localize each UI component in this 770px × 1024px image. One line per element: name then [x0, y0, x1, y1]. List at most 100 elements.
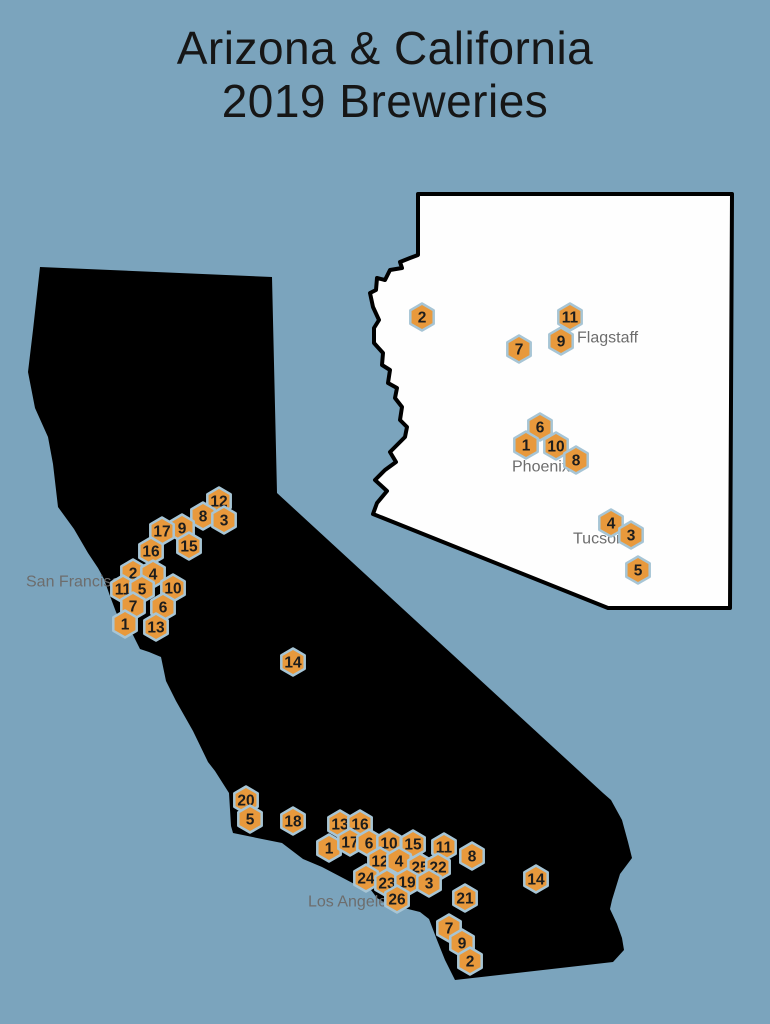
brewery-marker-number: 4	[395, 853, 404, 870]
hexagon-marker-icon	[457, 946, 483, 976]
california-brewery-marker: 26	[384, 884, 410, 914]
brewery-marker-number: 15	[404, 836, 422, 853]
california-brewery-marker: 8	[190, 501, 216, 531]
hexagon-marker-icon	[452, 883, 478, 913]
brewery-marker-number: 3	[220, 512, 229, 529]
page-title-line-1: Arizona & California	[176, 22, 594, 74]
brewery-marker-number: 9	[458, 935, 467, 952]
brewery-marker-number: 5	[138, 581, 147, 598]
brewery-marker-number: 8	[199, 508, 208, 525]
arizona-brewery-marker: 7	[506, 334, 532, 364]
brewery-marker-number: 19	[398, 874, 416, 891]
brewery-marker-number: 17	[341, 834, 358, 851]
california-brewery-marker: 3	[211, 505, 237, 535]
california-brewery-marker: 8	[459, 841, 485, 871]
hexagon-marker-icon	[625, 555, 651, 585]
brewery-marker-number: 8	[468, 848, 477, 865]
california-brewery-marker: 15	[176, 531, 202, 561]
brewery-marker-number: 8	[572, 452, 581, 469]
arizona-brewery-marker: 5	[625, 555, 651, 585]
brewery-marker-number: 15	[180, 538, 198, 555]
hexagon-marker-icon	[557, 302, 583, 332]
brewery-marker-number: 18	[284, 813, 302, 830]
brewery-marker-number: 10	[164, 580, 181, 597]
city-label-flagstaff: Flagstaff	[577, 330, 639, 347]
brewery-marker-number: 26	[388, 891, 406, 908]
hexagon-marker-icon	[190, 501, 216, 531]
hexagon-marker-icon	[143, 612, 169, 642]
california-brewery-marker: 14	[280, 647, 306, 677]
hexagon-marker-icon	[353, 863, 379, 893]
california-brewery-marker: 2	[457, 946, 483, 976]
arizona-brewery-marker: 1	[513, 430, 539, 460]
page-title-line-2: 2019 Breweries	[221, 75, 549, 127]
hexagon-marker-icon	[523, 864, 549, 894]
brewery-marker-number: 4	[149, 566, 158, 583]
hexagon-marker-icon	[280, 806, 306, 836]
hexagon-marker-icon	[459, 841, 485, 871]
brewery-marker-number: 6	[159, 599, 168, 616]
brewery-marker-number: 12	[371, 853, 388, 870]
brewery-marker-number: 7	[445, 920, 454, 937]
california-brewery-marker: 24	[353, 863, 379, 893]
brewery-marker-number: 17	[153, 523, 170, 540]
arizona-brewery-marker: 4	[598, 508, 624, 538]
brewery-marker-number: 13	[147, 619, 165, 636]
hexagon-marker-icon	[280, 647, 306, 677]
hexagon-marker-icon	[384, 884, 410, 914]
brewery-marker-number: 3	[425, 875, 434, 892]
hexagon-marker-icon	[176, 531, 202, 561]
brewery-marker-number: 9	[557, 333, 566, 350]
brewery-marker-number: 16	[142, 543, 160, 560]
brewery-marker-number: 1	[121, 616, 130, 633]
city-label-phoenix: Phoenix	[512, 459, 570, 476]
brewery-marker-number: 11	[115, 581, 132, 598]
hexagon-marker-icon	[598, 508, 624, 538]
brewery-marker-number: 9	[178, 520, 187, 537]
brewery-marker-number: 14	[284, 654, 302, 671]
brewery-marker-number: 1	[522, 437, 531, 454]
brewery-marker-number: 6	[536, 419, 545, 436]
arizona-map-shape	[368, 192, 734, 610]
brewery-marker-number: 2	[466, 953, 475, 970]
california-brewery-marker: 18	[280, 806, 306, 836]
brewery-marker-number: 10	[547, 438, 564, 455]
brewery-marker-number: 13	[331, 816, 349, 833]
hexagon-marker-icon	[237, 804, 263, 834]
hexagon-marker-icon	[416, 868, 442, 898]
brewery-marker-number: 2	[129, 565, 138, 582]
city-label-los-angeles: Los Angeles	[308, 894, 395, 911]
hexagon-marker-icon	[506, 334, 532, 364]
brewery-marker-number: 5	[246, 811, 255, 828]
hexagon-marker-icon	[563, 445, 589, 475]
brewery-marker-number: 7	[515, 341, 524, 358]
hexagon-marker-icon	[513, 430, 539, 460]
hexagon-marker-icon	[527, 412, 553, 442]
brewery-marker-number: 11	[436, 839, 453, 856]
hexagon-marker-icon	[211, 505, 237, 535]
brewery-marker-number: 6	[365, 835, 374, 852]
page-title: Arizona & California 2019 Breweries	[0, 22, 770, 128]
california-brewery-marker: 21	[452, 883, 478, 913]
brewery-marker-number: 7	[129, 598, 138, 615]
arizona-brewery-marker: 10	[543, 431, 569, 461]
california-map-shape	[28, 267, 632, 980]
california-brewery-marker: 3	[416, 868, 442, 898]
brewery-marker-number: 2	[418, 309, 427, 326]
brewery-marker-number: 21	[456, 890, 474, 907]
brewery-marker-number: 14	[527, 871, 545, 888]
hexagon-marker-icon	[618, 520, 644, 550]
brewery-marker-number: 11	[562, 309, 579, 326]
california-brewery-marker: 5	[237, 804, 263, 834]
arizona-brewery-marker: 3	[618, 520, 644, 550]
california-brewery-marker: 1	[112, 609, 138, 639]
california-brewery-marker: 16	[138, 536, 164, 566]
hexagon-marker-icon	[548, 326, 574, 356]
hexagon-marker-icon	[112, 609, 138, 639]
hexagon-marker-icon	[409, 302, 435, 332]
arizona-brewery-marker: 9	[548, 326, 574, 356]
city-label-san-francisco: San Francisco	[26, 574, 128, 591]
brewery-marker-number: 3	[627, 527, 636, 544]
